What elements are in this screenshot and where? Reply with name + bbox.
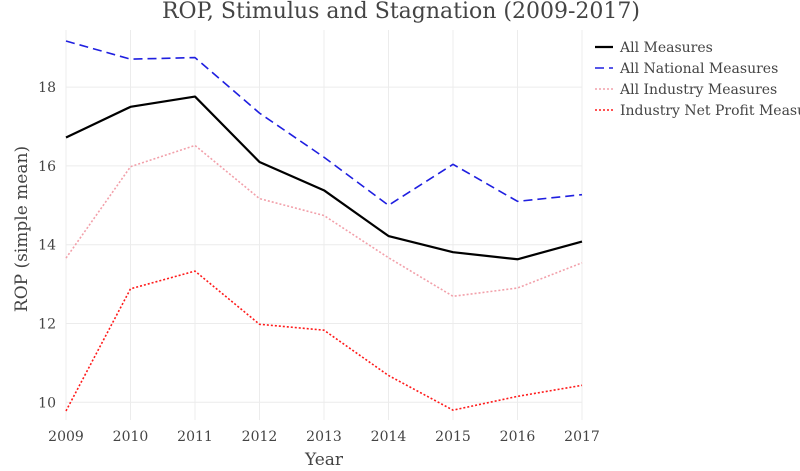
y-axis-label: ROP (simple mean) bbox=[12, 146, 32, 312]
y-tick-label: 18 bbox=[38, 80, 56, 96]
y-axis-ticks: 10 12 14 16 18 bbox=[38, 80, 56, 411]
series-line-all-industry-measures bbox=[65, 144, 583, 298]
y-tick-label: 16 bbox=[38, 159, 56, 175]
legend-label: All National Measures bbox=[619, 61, 778, 77]
x-tick-label: 2014 bbox=[371, 429, 407, 445]
legend-label: All Measures bbox=[619, 40, 713, 56]
x-tick-label: 2010 bbox=[113, 429, 149, 445]
grid-lines bbox=[65, 30, 583, 420]
x-tick-label: 2016 bbox=[500, 429, 536, 445]
x-axis-label: Year bbox=[304, 450, 344, 467]
series-lines bbox=[65, 40, 583, 412]
x-tick-label: 2017 bbox=[564, 429, 600, 445]
chart-title: ROP, Stimulus and Stagnation (2009-2017) bbox=[162, 0, 640, 24]
series-line-all-national-measures bbox=[65, 40, 583, 207]
legend[interactable]: All Measures All National Measures All Ind… bbox=[595, 40, 800, 119]
series-line-industry-net-profit-measures bbox=[65, 270, 583, 412]
x-tick-label: 2011 bbox=[177, 429, 213, 445]
legend-label: Industry Net Profit Measures bbox=[620, 103, 800, 119]
x-tick-label: 2012 bbox=[242, 429, 278, 445]
series-line-all-measures bbox=[65, 95, 583, 261]
legend-item[interactable]: All Industry Measures bbox=[595, 82, 777, 98]
x-tick-label: 2009 bbox=[48, 429, 84, 445]
legend-label: All Industry Measures bbox=[619, 82, 777, 98]
legend-item[interactable]: All National Measures bbox=[595, 61, 778, 77]
x-tick-label: 2013 bbox=[306, 429, 342, 445]
legend-item[interactable]: Industry Net Profit Measures bbox=[595, 103, 800, 119]
y-tick-label: 10 bbox=[38, 395, 56, 411]
x-axis-ticks: 2009 2010 2011 2012 2013 2014 2015 2016 2017 bbox=[48, 429, 600, 445]
legend-item[interactable]: All Measures bbox=[595, 40, 713, 56]
x-tick-label: 2015 bbox=[435, 429, 471, 445]
y-tick-label: 12 bbox=[38, 316, 56, 332]
y-tick-label: 14 bbox=[38, 238, 56, 254]
